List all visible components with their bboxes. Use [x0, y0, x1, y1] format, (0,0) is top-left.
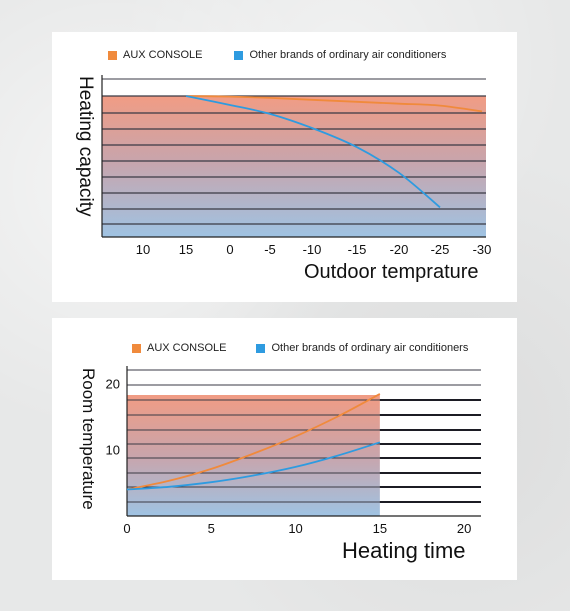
heating-capacity-chart: 10 15 0 -5 -10 -15 -20 -25 -30 — [101, 75, 492, 257]
chart2-x-tick-label: 20 — [457, 521, 471, 536]
chart1-x-tick-label: -5 — [264, 242, 276, 257]
chart1-fill-area — [102, 96, 486, 237]
chart2-x-tick-label: 0 — [123, 521, 130, 536]
chart1-x-tick-label: 0 — [226, 242, 233, 257]
chart2-fill-area — [127, 395, 380, 516]
chart1-x-tick-label: -15 — [348, 242, 367, 257]
chart1-x-tick-label: -25 — [431, 242, 450, 257]
chart1-other-series-line — [185, 95, 441, 209]
chart1-x-tick-label: 15 — [179, 242, 193, 257]
heating-capacity-card: AUX CONSOLE Other brands of ordinary air… — [52, 32, 517, 302]
chart1-x-axis-label: Outdoor temprature — [304, 261, 479, 283]
aux-legend-swatch — [132, 343, 141, 353]
chart1-x-tick-label: -10 — [303, 242, 322, 257]
other-legend-label: Other brands of ordinary air conditioner… — [271, 342, 469, 354]
chart2-other-series-line — [126, 441, 381, 491]
chart1-x-tick-label: -30 — [473, 242, 492, 257]
chart2-x-axis-label: Heating time — [342, 538, 466, 563]
chart2-x-tick-label: 10 — [288, 521, 302, 536]
chart2-y-tick-label: 10 — [106, 443, 120, 458]
chart1-aux-series-line — [185, 95, 483, 113]
other-legend-swatch — [256, 343, 266, 353]
chart1-x-tick-label: 10 — [136, 242, 150, 257]
aux-legend-label: AUX CONSOLE — [123, 49, 203, 61]
room-temperature-card: AUX CONSOLE Other brands of ordinary air… — [52, 318, 517, 580]
legend-chart1: AUX CONSOLE Other brands of ordinary air… — [108, 49, 446, 61]
chart2-aux-series-line — [126, 393, 381, 491]
aux-legend-label: AUX CONSOLE — [147, 342, 227, 354]
aux-legend-swatch — [108, 50, 117, 60]
chart1-x-tick-label: -20 — [390, 242, 409, 257]
chart2-y-tick-label: 20 — [106, 376, 120, 391]
legend-chart2: AUX CONSOLE Other brands of ordinary air… — [132, 342, 468, 354]
other-legend-label: Other brands of ordinary air conditioner… — [249, 49, 447, 61]
other-legend-swatch — [234, 50, 244, 60]
chart2-x-tick-label: 15 — [373, 521, 387, 536]
room-temperature-chart: 0 5 10 15 20 10 20 — [106, 366, 481, 536]
chart2-x-tick-label: 5 — [208, 521, 215, 536]
